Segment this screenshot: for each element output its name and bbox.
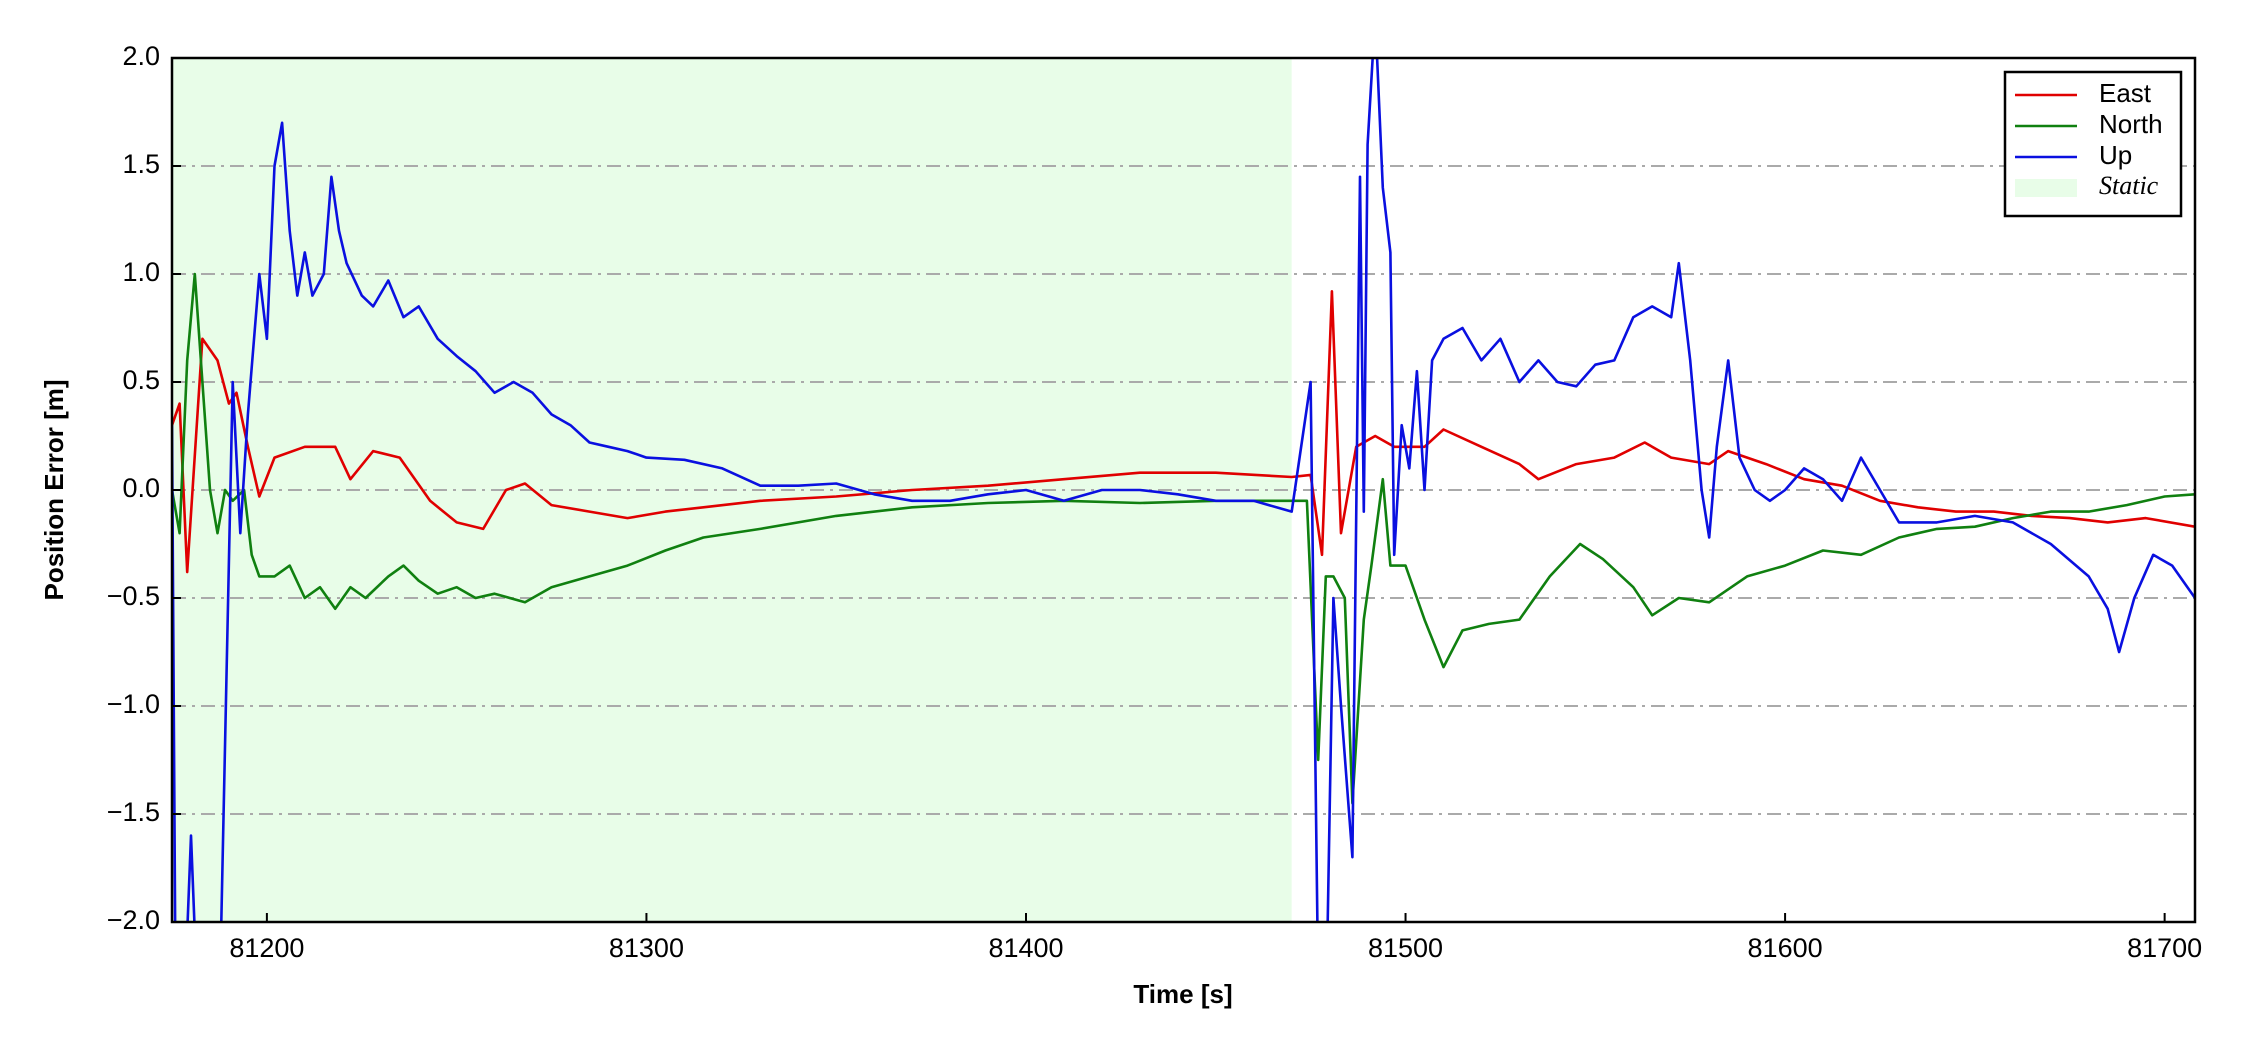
y-tick-label: −1.0 xyxy=(107,689,160,719)
x-tick-label: 81200 xyxy=(229,933,304,963)
y-tick-label: −1.5 xyxy=(107,797,160,827)
lines-layer xyxy=(172,58,2195,922)
series-line xyxy=(172,58,2195,922)
axes-layer: −2.0 −1.5 −1.0 −0.5 0.0 0.5 1.0 1.5 2.0 81200 8130… xyxy=(107,41,2202,963)
legend-label: Up xyxy=(2099,140,2132,170)
series-line xyxy=(172,290,2195,574)
legend-swatch xyxy=(2015,179,2077,197)
legend-label: Static xyxy=(2099,171,2159,200)
series-line xyxy=(172,272,2195,805)
y-tick-label: 0.5 xyxy=(122,365,160,395)
legend-label: East xyxy=(2099,78,2152,108)
y-tick-label: −0.5 xyxy=(107,581,160,611)
x-tick-label: 81700 xyxy=(2127,933,2202,963)
legend-label: North xyxy=(2099,109,2163,139)
y-tick-label: −2.0 xyxy=(107,905,160,935)
y-tick-label: 1.0 xyxy=(122,257,160,287)
x-tick-label: 81600 xyxy=(1748,933,1823,963)
y-tick-label: 0.0 xyxy=(122,473,160,503)
x-tick-label: 81500 xyxy=(1368,933,1443,963)
plot-frame xyxy=(170,56,2197,924)
y-tick-label: 2.0 xyxy=(122,41,160,71)
x-tick-label: 81400 xyxy=(988,933,1063,963)
y-tick-label: 1.5 xyxy=(122,149,160,179)
x-tick-label: 81300 xyxy=(609,933,684,963)
x-axis-label: Time [s] xyxy=(1133,979,1232,1009)
y-axis-label: Position Error [m] xyxy=(39,379,69,600)
